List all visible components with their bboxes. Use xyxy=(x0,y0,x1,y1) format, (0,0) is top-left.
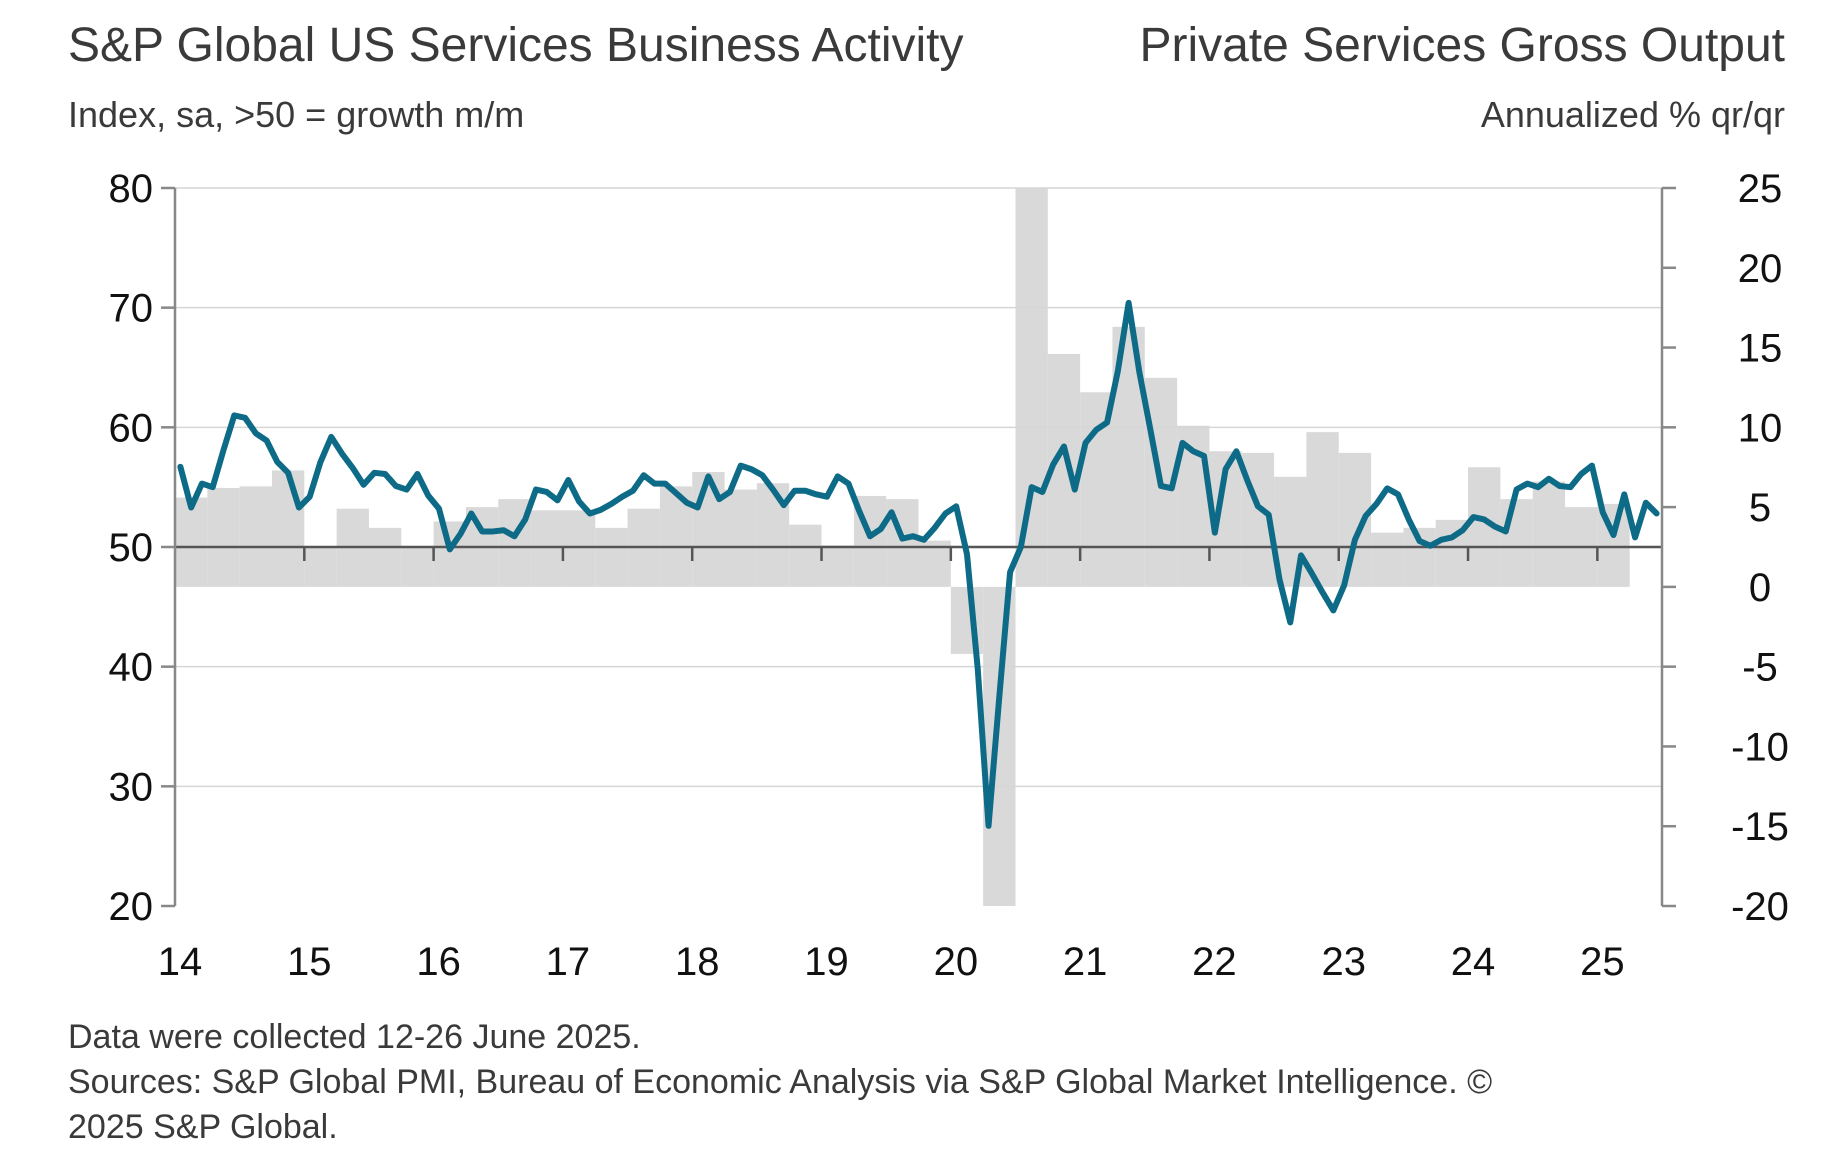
gross-output-bar xyxy=(1306,432,1339,587)
x-tick-label: 16 xyxy=(416,940,461,984)
left-tick-label: 30 xyxy=(109,765,154,809)
left-tick-label: 20 xyxy=(109,885,154,929)
x-tick-label: 17 xyxy=(546,940,591,984)
right-tick-label: -5 xyxy=(1742,646,1778,690)
right-tick-label: 10 xyxy=(1738,406,1783,450)
gross-output-bar xyxy=(368,527,402,587)
gross-output-bar xyxy=(756,483,790,587)
gross-output-bar xyxy=(1500,499,1533,587)
right-tick-label: 25 xyxy=(1738,167,1783,211)
gross-output-bar xyxy=(1015,188,1048,587)
right-tick-label: 20 xyxy=(1738,247,1783,291)
left-tick-label: 40 xyxy=(109,646,154,690)
line-layer xyxy=(177,299,1660,829)
right-axis-title: Private Services Gross Output xyxy=(1139,19,1785,72)
gross-output-bar xyxy=(789,524,822,587)
right-tick-label: 5 xyxy=(1749,486,1771,530)
gross-output-bar xyxy=(271,470,305,587)
x-tick-label: 18 xyxy=(675,940,720,984)
left-axis-title: S&P Global US Services Business Activity xyxy=(68,19,964,72)
gross-output-bar xyxy=(175,497,208,587)
footer-sources: Sources: S&P Global PMI, Bureau of Econo… xyxy=(68,1063,1493,1101)
right-tick-label: -10 xyxy=(1731,725,1789,769)
footer-copyright: 2025 S&P Global. xyxy=(68,1108,338,1146)
gross-output-bar xyxy=(530,510,563,587)
gross-output-bar xyxy=(401,547,434,587)
left-tick-label: 50 xyxy=(109,526,154,570)
right-tick-label: 15 xyxy=(1738,327,1783,371)
right-tick-label: -15 xyxy=(1731,805,1789,849)
x-tick-label: 23 xyxy=(1321,940,1366,984)
gross-output-bar xyxy=(1532,481,1566,587)
gross-output-bar xyxy=(207,487,240,587)
left-tick-label: 70 xyxy=(109,287,154,331)
right-tick-label: 0 xyxy=(1749,566,1771,610)
gross-output-bar xyxy=(1371,532,1404,587)
left-tick-label: 60 xyxy=(109,406,154,450)
pmi-line xyxy=(177,299,1660,829)
grid-layer xyxy=(175,187,1662,788)
x-tick-label: 24 xyxy=(1451,940,1496,984)
footer-note: Data were collected 12-26 June 2025. xyxy=(68,1018,641,1056)
right-tick-label: -20 xyxy=(1731,885,1789,929)
x-tick-label: 22 xyxy=(1192,940,1237,984)
gross-output-bar xyxy=(821,545,854,587)
gross-output-bar xyxy=(562,510,596,587)
axis-layer: 20 30 40 50 60 70 80 -20 -15 -10 -5 0 5 10 15 20 25 14 15 1… xyxy=(109,167,1789,984)
gross-output-bar xyxy=(724,489,757,587)
gross-output-bar xyxy=(304,547,337,587)
gross-output-bar xyxy=(692,472,725,587)
x-tick-label: 25 xyxy=(1580,940,1625,984)
x-tick-label: 15 xyxy=(287,940,332,984)
x-tick-label: 21 xyxy=(1063,940,1108,984)
gross-output-bar xyxy=(918,540,951,587)
gross-output-bar xyxy=(983,586,1016,906)
left-tick-label: 80 xyxy=(109,167,154,211)
gross-output-bar xyxy=(239,486,272,587)
x-tick-label: 20 xyxy=(934,940,979,984)
x-tick-label: 19 xyxy=(804,940,849,984)
gross-output-bar xyxy=(595,527,628,587)
x-tick-label: 14 xyxy=(158,940,203,984)
right-axis-subtitle: Annualized % qr/qr xyxy=(1480,94,1785,135)
left-axis-subtitle: Index, sa, >50 = growth m/m xyxy=(68,94,525,135)
